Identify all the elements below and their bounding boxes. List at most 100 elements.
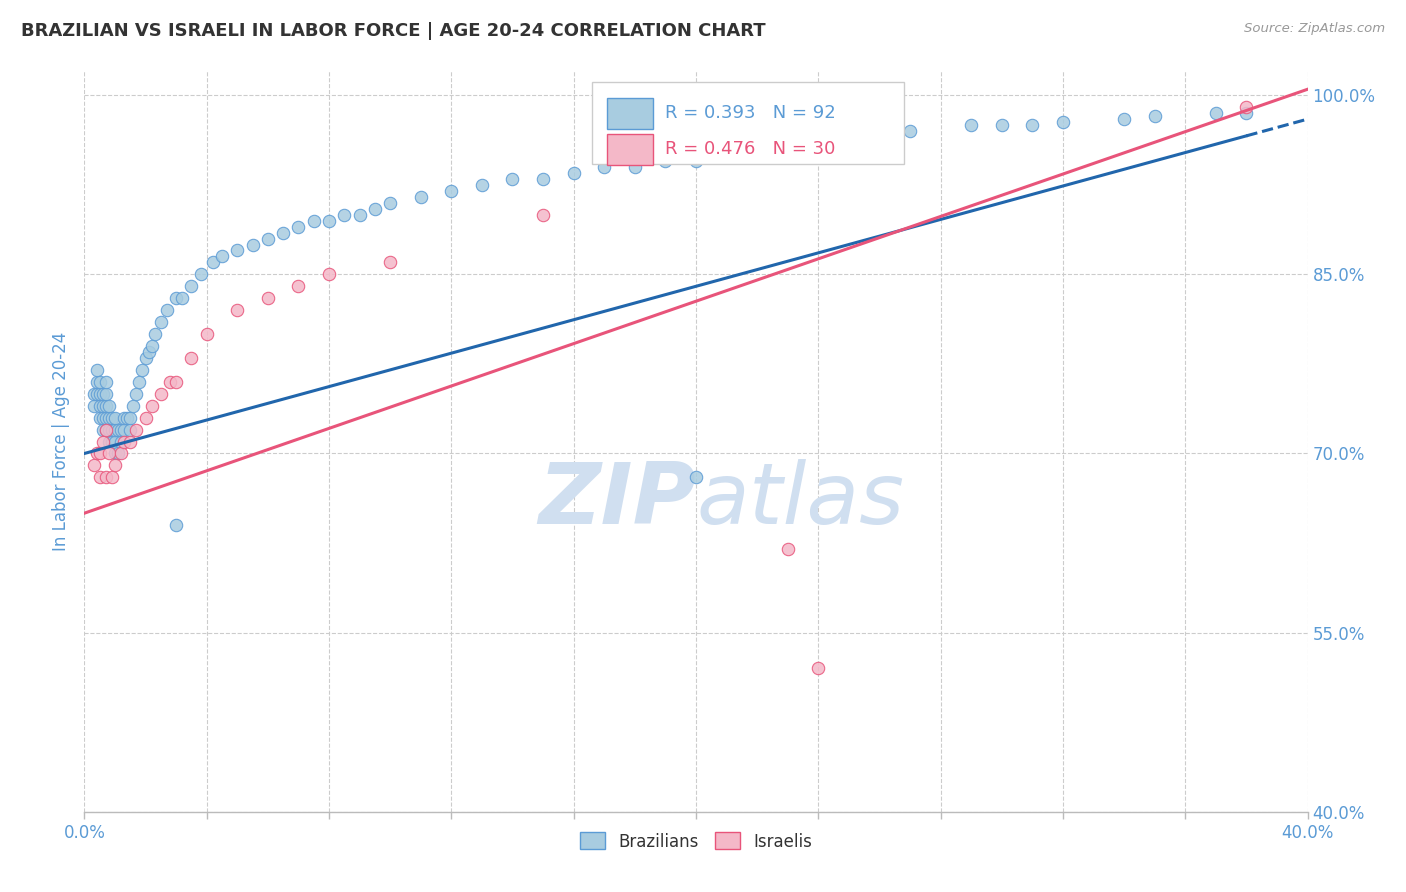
Point — [502, 171, 524, 186]
Point — [624, 160, 647, 174]
Point — [86, 386, 108, 401]
Point — [101, 470, 124, 484]
Point — [257, 291, 280, 305]
Text: BRAZILIAN VS ISRAELI IN LABOR FORCE | AGE 20-24 CORRELATION CHART: BRAZILIAN VS ISRAELI IN LABOR FORCE | AG… — [21, 22, 766, 40]
Point — [440, 184, 463, 198]
Point — [89, 470, 111, 484]
Point — [97, 399, 120, 413]
Point — [91, 423, 114, 437]
Point — [112, 423, 135, 437]
Point — [1236, 100, 1258, 114]
Point — [165, 291, 187, 305]
Point — [94, 423, 117, 437]
Point — [685, 153, 707, 168]
Point — [807, 136, 830, 150]
Point — [349, 208, 371, 222]
Point — [869, 124, 891, 138]
Point — [807, 661, 830, 675]
Legend: Brazilians, Israelis: Brazilians, Israelis — [571, 824, 821, 859]
Point — [97, 423, 120, 437]
Point — [89, 410, 111, 425]
Point — [104, 410, 127, 425]
Point — [83, 399, 105, 413]
Point — [195, 327, 218, 342]
Point — [1114, 112, 1136, 127]
Point — [89, 399, 111, 413]
Point — [94, 375, 117, 389]
Point — [531, 208, 554, 222]
Point — [91, 434, 114, 449]
Point — [409, 190, 432, 204]
Point — [471, 178, 494, 192]
Point — [94, 410, 117, 425]
Point — [1236, 106, 1258, 120]
Point — [112, 410, 135, 425]
Point — [89, 386, 111, 401]
Point — [89, 446, 111, 460]
Point — [838, 130, 860, 145]
Point — [716, 148, 738, 162]
Point — [1021, 118, 1043, 132]
Point — [776, 541, 799, 556]
Point — [104, 434, 127, 449]
Point — [97, 410, 120, 425]
Point — [94, 399, 117, 413]
Point — [226, 303, 249, 318]
Point — [120, 423, 142, 437]
Point — [1052, 114, 1074, 128]
Point — [380, 255, 402, 269]
Point — [333, 208, 356, 222]
Point — [318, 213, 340, 227]
Point — [86, 363, 108, 377]
Point — [380, 195, 402, 210]
Text: ZIP: ZIP — [538, 459, 696, 542]
Point — [120, 410, 142, 425]
Point — [747, 142, 769, 156]
Point — [112, 434, 135, 449]
Point — [83, 458, 105, 473]
Point — [287, 279, 309, 293]
Point — [107, 423, 129, 437]
Point — [593, 160, 616, 174]
Text: R = 0.393   N = 92: R = 0.393 N = 92 — [665, 104, 837, 122]
Point — [101, 434, 124, 449]
Point — [257, 231, 280, 245]
Point — [120, 434, 142, 449]
Point — [180, 351, 202, 365]
Point — [190, 268, 212, 282]
Point — [960, 118, 983, 132]
Point — [271, 226, 294, 240]
Point — [226, 244, 249, 258]
Point — [141, 339, 163, 353]
Point — [302, 213, 325, 227]
Point — [110, 423, 132, 437]
Point — [104, 458, 127, 473]
Point — [172, 291, 194, 305]
Point — [1205, 106, 1227, 120]
Text: atlas: atlas — [696, 459, 904, 542]
Y-axis label: In Labor Force | Age 20-24: In Labor Force | Age 20-24 — [52, 332, 70, 551]
Point — [83, 386, 105, 401]
Point — [287, 219, 309, 234]
Point — [364, 202, 387, 216]
Point — [110, 446, 132, 460]
Point — [685, 470, 707, 484]
Point — [165, 518, 187, 533]
FancyBboxPatch shape — [606, 98, 654, 129]
Point — [776, 136, 799, 150]
Point — [991, 118, 1014, 132]
FancyBboxPatch shape — [592, 82, 904, 164]
Point — [86, 446, 108, 460]
Point — [91, 410, 114, 425]
Point — [94, 423, 117, 437]
Point — [159, 375, 181, 389]
Point — [89, 375, 111, 389]
Point — [86, 375, 108, 389]
Point — [654, 153, 676, 168]
Point — [97, 434, 120, 449]
Point — [122, 399, 145, 413]
Point — [135, 351, 157, 365]
Point — [201, 255, 224, 269]
Point — [104, 446, 127, 460]
Point — [135, 410, 157, 425]
